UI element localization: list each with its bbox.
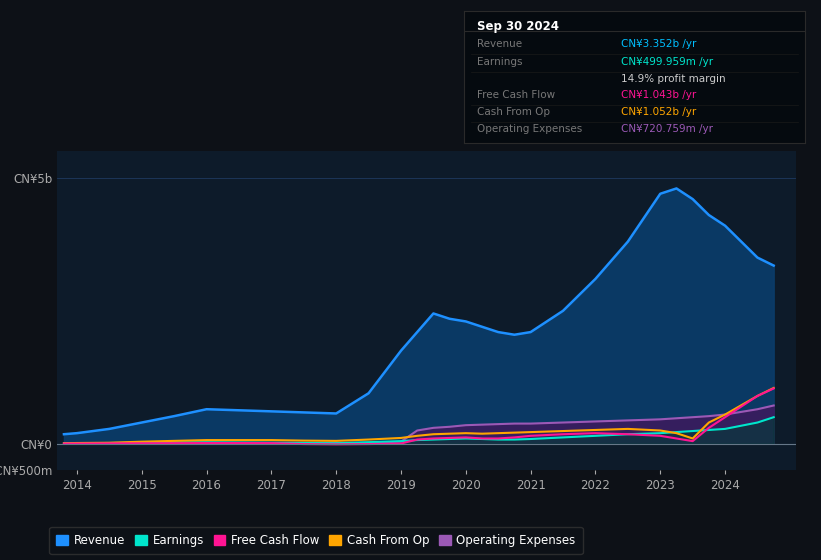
Text: Operating Expenses: Operating Expenses bbox=[478, 124, 583, 134]
Text: 14.9% profit margin: 14.9% profit margin bbox=[621, 74, 725, 85]
Text: CN¥3.352b /yr: CN¥3.352b /yr bbox=[621, 39, 696, 49]
Text: CN¥720.759m /yr: CN¥720.759m /yr bbox=[621, 124, 713, 134]
Text: CN¥1.043b /yr: CN¥1.043b /yr bbox=[621, 90, 696, 100]
Text: CN¥1.052b /yr: CN¥1.052b /yr bbox=[621, 108, 696, 117]
Text: Revenue: Revenue bbox=[478, 39, 523, 49]
Text: Sep 30 2024: Sep 30 2024 bbox=[478, 20, 559, 34]
Legend: Revenue, Earnings, Free Cash Flow, Cash From Op, Operating Expenses: Revenue, Earnings, Free Cash Flow, Cash … bbox=[49, 527, 583, 554]
Text: CN¥499.959m /yr: CN¥499.959m /yr bbox=[621, 57, 713, 67]
Text: Cash From Op: Cash From Op bbox=[478, 108, 551, 117]
Text: Free Cash Flow: Free Cash Flow bbox=[478, 90, 556, 100]
Text: Earnings: Earnings bbox=[478, 57, 523, 67]
